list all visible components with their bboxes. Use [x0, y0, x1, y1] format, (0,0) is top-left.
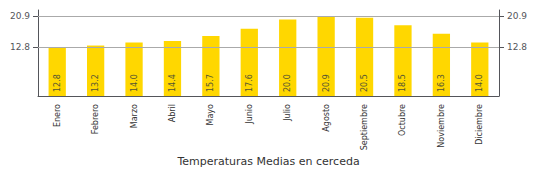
svg-text:Noviembre: Noviembre	[437, 104, 446, 148]
svg-text:Junio: Junio	[245, 104, 254, 125]
svg-text:20.0: 20.0	[283, 74, 292, 92]
svg-text:20.9: 20.9	[322, 74, 331, 92]
svg-text:16.3: 16.3	[437, 74, 446, 92]
svg-text:Mayo: Mayo	[206, 104, 215, 126]
svg-text:20.9: 20.9	[10, 11, 30, 21]
svg-text:Agosto: Agosto	[322, 104, 331, 132]
svg-text:Enero: Enero	[53, 104, 62, 127]
svg-text:Marzo: Marzo	[130, 104, 139, 128]
svg-text:17.6: 17.6	[245, 74, 254, 92]
svg-text:12.8: 12.8	[10, 42, 30, 52]
svg-text:Febrero: Febrero	[91, 104, 100, 134]
svg-text:14.0: 14.0	[475, 74, 484, 92]
svg-text:Diciembre: Diciembre	[475, 104, 484, 145]
svg-text:Abril: Abril	[168, 104, 177, 122]
svg-text:Julio: Julio	[283, 104, 292, 122]
svg-text:20.9: 20.9	[507, 11, 527, 21]
svg-text:20.5: 20.5	[360, 74, 369, 92]
svg-text:14.4: 14.4	[168, 74, 177, 92]
svg-text:15.7: 15.7	[206, 74, 215, 92]
svg-text:18.5: 18.5	[398, 74, 407, 92]
svg-text:13.2: 13.2	[91, 74, 100, 92]
svg-text:Temperaturas Medias en cerceda: Temperaturas Medias en cerceda	[176, 155, 359, 168]
svg-text:12.8: 12.8	[53, 74, 62, 92]
svg-text:14.0: 14.0	[130, 74, 139, 92]
svg-text:12.8: 12.8	[507, 42, 527, 52]
svg-text:Septiembre: Septiembre	[360, 104, 369, 150]
svg-text:Octubre: Octubre	[398, 104, 407, 136]
